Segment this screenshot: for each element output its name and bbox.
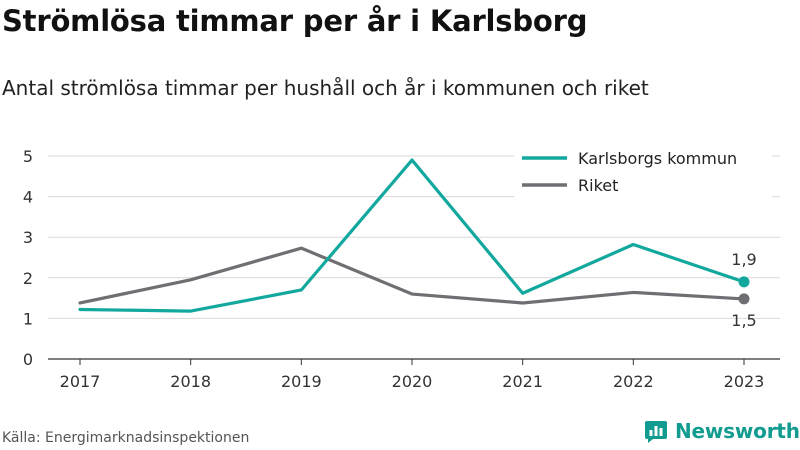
y-tick-label: 1 <box>23 309 33 328</box>
source-note: Källa: Energimarknadsinspektionen <box>2 430 250 446</box>
chart-subtitle: Antal strömlösa timmar per hushåll och å… <box>2 76 649 100</box>
legend-label: Riket <box>578 176 618 195</box>
chart-title: Strömlösa timmar per år i Karlsborg <box>2 4 588 38</box>
y-tick-label: 4 <box>23 188 33 207</box>
series-line <box>78 246 746 305</box>
x-tick-label: 2018 <box>170 372 211 391</box>
newsworthy-logo-icon <box>645 421 667 443</box>
brand-name: Newsworthy <box>675 419 800 443</box>
x-tick-label: 2022 <box>613 372 654 391</box>
x-tick-label: 2021 <box>502 372 543 391</box>
series-end-label: 1,5 <box>731 311 756 330</box>
x-tick-label: 2017 <box>60 372 101 391</box>
series-end-point <box>738 276 750 288</box>
series-line <box>78 158 746 313</box>
series-end-point <box>738 293 750 305</box>
newsworthy-brand[interactable]: Newsworthy <box>644 418 800 444</box>
series-end-label: 1,9 <box>731 250 756 269</box>
x-tick-label: 2023 <box>724 372 765 391</box>
y-tick-label: 0 <box>23 350 33 369</box>
y-tick-label: 2 <box>23 269 33 288</box>
y-tick-label: 5 <box>23 147 33 166</box>
x-tick-label: 2020 <box>392 372 433 391</box>
legend-label: Karlsborgs kommun <box>578 149 737 168</box>
legend-background <box>514 144 772 200</box>
y-tick-label: 3 <box>23 228 33 247</box>
x-tick-label: 2019 <box>281 372 322 391</box>
